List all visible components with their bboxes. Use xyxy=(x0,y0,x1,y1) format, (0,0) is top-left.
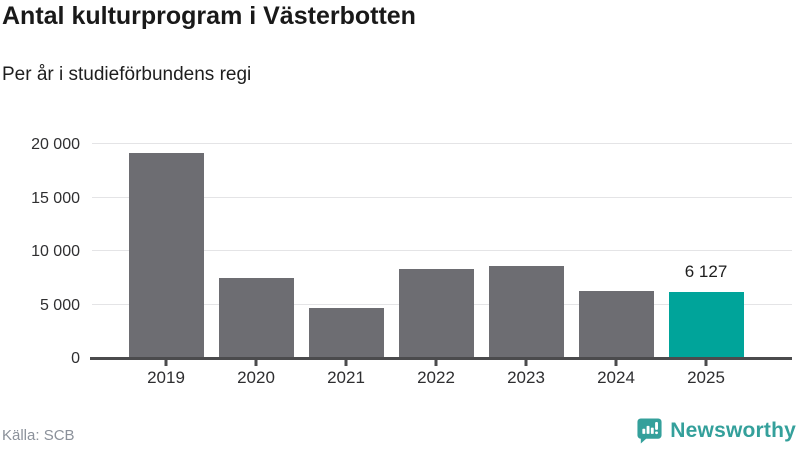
bar-value-label: 6 127 xyxy=(684,262,728,281)
x-axis-tick-label: 2019 xyxy=(147,368,185,387)
x-axis-tick-label: 2024 xyxy=(597,368,635,387)
x-axis-tick-label: 2020 xyxy=(237,368,275,387)
source-note: Källa: SCB xyxy=(2,427,75,444)
gridline xyxy=(92,250,792,251)
plot-area: 6 127 xyxy=(92,143,792,358)
newsworthy-bubble-chart-icon xyxy=(636,417,663,444)
chart-title: Antal kulturprogram i Västerbotten xyxy=(2,2,416,30)
x-axis-tick xyxy=(434,360,438,366)
y-axis-tick-label: 10 000 xyxy=(31,243,80,260)
bar-2022 xyxy=(398,269,474,358)
x-axis-tick-label: 2023 xyxy=(507,368,545,387)
bar-2023 xyxy=(488,266,564,358)
y-axis-tick-label: 0 xyxy=(71,350,80,367)
x-axis-tick xyxy=(524,360,528,366)
bar-2021 xyxy=(308,308,384,358)
x-axis-tick xyxy=(344,360,348,366)
y-axis-tick-label: 5 000 xyxy=(39,296,80,314)
y-axis-tick-label: 20 000 xyxy=(31,136,80,153)
bar-2020 xyxy=(218,278,294,358)
x-axis-tick xyxy=(614,360,618,366)
bar-2025 xyxy=(668,292,744,358)
x-axis-tick xyxy=(254,360,258,366)
gridline xyxy=(92,196,792,198)
gridline xyxy=(92,143,792,144)
x-axis-line xyxy=(90,357,792,360)
x-axis-tick-label: 2025 xyxy=(687,368,725,387)
x-axis-tick xyxy=(164,360,168,366)
x-axis-tick-label: 2021 xyxy=(327,368,365,387)
bar-2019 xyxy=(128,153,204,358)
brand-logo: Newsworthy xyxy=(636,417,796,444)
x-axis-tick xyxy=(704,360,708,366)
bar-2024 xyxy=(578,291,654,358)
brand-name: Newsworthy xyxy=(670,418,796,442)
x-axis-tick-label: 2022 xyxy=(417,368,455,387)
chart-subtitle: Per år i studieförbundens regi xyxy=(2,64,252,85)
y-axis-tick-label: 15 000 xyxy=(31,189,80,207)
